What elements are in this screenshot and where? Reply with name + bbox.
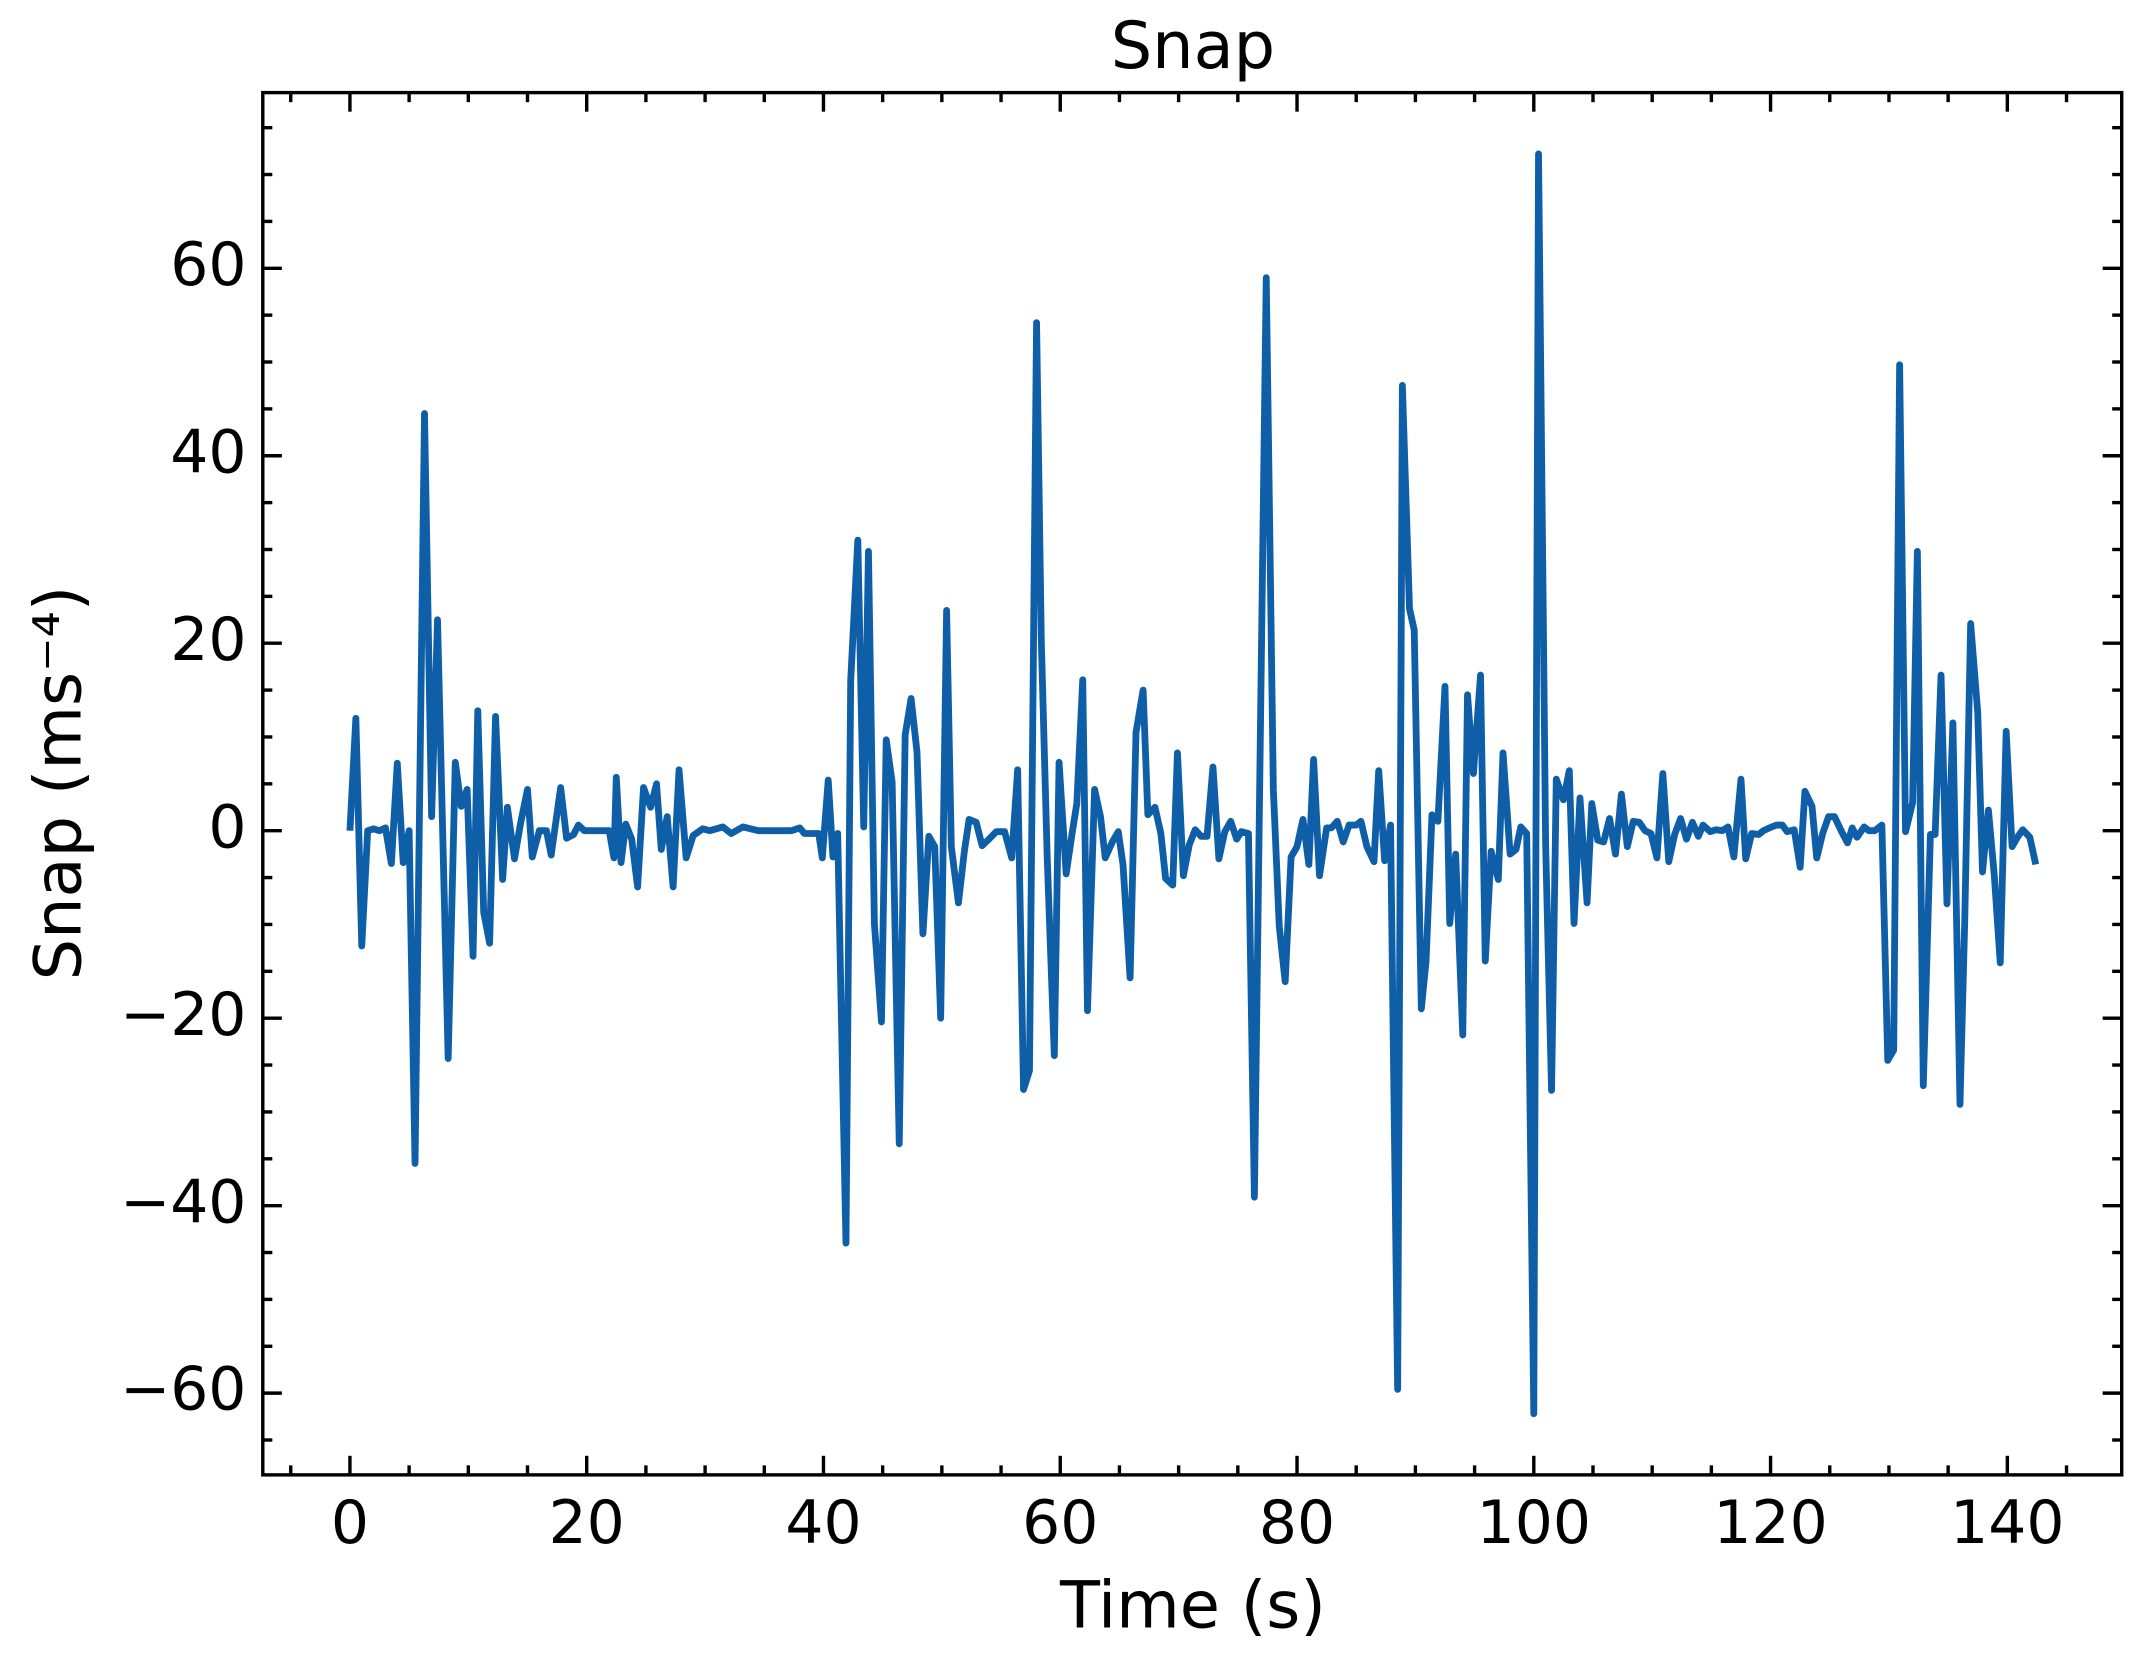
- x-tick-label: 140: [1950, 1488, 2064, 1558]
- y-tick-label: −20: [120, 980, 246, 1050]
- x-tick-label: 0: [331, 1488, 369, 1558]
- y-tick-label: 40: [170, 417, 246, 487]
- x-tick-label: 20: [549, 1488, 625, 1558]
- x-tick-label: 80: [1259, 1488, 1335, 1558]
- y-tick-label: 0: [208, 792, 246, 862]
- y-tick-label: 20: [170, 605, 246, 675]
- y-axis-label: Snap (ms⁻⁴): [20, 586, 96, 981]
- x-tick-label: 60: [1022, 1488, 1098, 1558]
- x-tick-label: 40: [785, 1488, 861, 1558]
- y-tick-label: −60: [120, 1355, 246, 1425]
- y-tick-label: −40: [120, 1167, 246, 1237]
- y-tick-label: 60: [170, 230, 246, 300]
- chart-title: Snap: [1111, 8, 1275, 84]
- x-tick-label: 120: [1713, 1488, 1827, 1558]
- data-line: [346, 150, 2040, 1418]
- x-axis-label: Time (s): [1059, 1567, 1326, 1643]
- x-tick-label: 100: [1477, 1488, 1591, 1558]
- plot-frame: [261, 90, 2124, 1477]
